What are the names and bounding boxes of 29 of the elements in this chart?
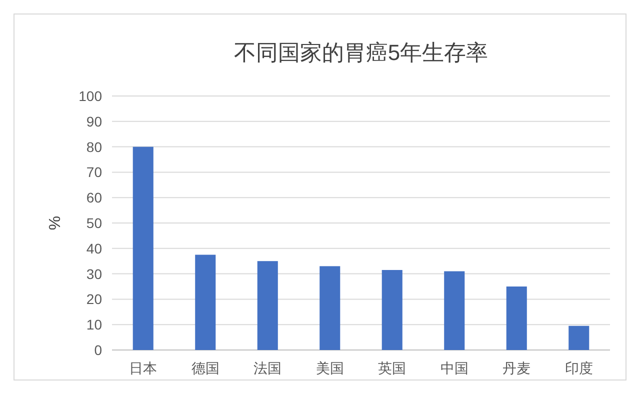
y-tick-label: 40 [86, 240, 102, 256]
bar [320, 266, 340, 350]
bar [382, 270, 402, 350]
y-tick-label: 90 [86, 113, 102, 130]
bar [195, 254, 216, 350]
bar [132, 146, 154, 350]
y-tick-label: 50 [86, 215, 102, 231]
y-tick-label: 20 [86, 291, 102, 308]
x-tick-label: 中国 [440, 360, 468, 376]
y-tick-label: 30 [86, 266, 102, 282]
chart-title: 不同国家的胃癌5年生存率 [234, 40, 488, 65]
y-tick-label: 60 [86, 190, 102, 206]
bar [257, 261, 278, 350]
y-tick-label: 100 [78, 88, 102, 104]
bar [568, 326, 590, 350]
x-tick-label: 法国 [254, 360, 282, 376]
x-tick-label: 丹麦 [502, 360, 531, 376]
bar [444, 271, 465, 350]
x-tick-label: 印度 [564, 360, 593, 376]
bar [506, 286, 527, 350]
x-tick-label: 日本 [129, 360, 158, 376]
y-tick-label: 70 [86, 164, 102, 180]
x-tick-label: 美国 [316, 360, 344, 376]
y-tick-label: 0 [94, 342, 102, 358]
y-tick-label: 10 [86, 316, 102, 333]
x-tick-label: 德国 [191, 360, 220, 376]
y-tick-label: 80 [86, 138, 102, 155]
x-tick-label: 英国 [378, 360, 406, 376]
y-axis-title: % [47, 216, 64, 230]
